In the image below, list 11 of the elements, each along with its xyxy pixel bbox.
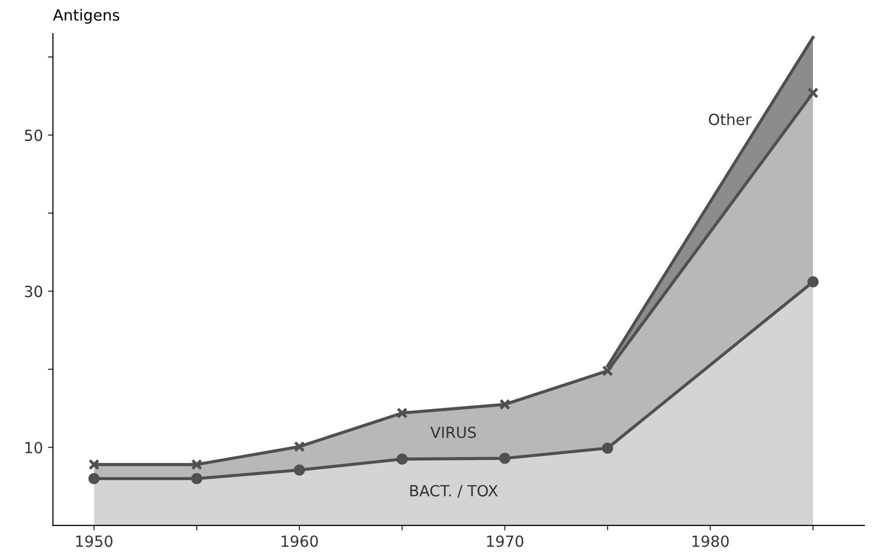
x-tick-label: 1980 [692,535,729,548]
x-tick-label: 1950 [76,535,112,548]
x-tick-label: 1970 [487,535,524,548]
y-tick-label: 50 [24,130,42,142]
x-tick-label: 1960 [282,535,318,548]
series-label: VIRUS [430,426,476,438]
y-tick-label: 30 [24,286,42,298]
y-tick-label: 10 [25,442,42,454]
series-label: BACT. / TOX [410,484,498,498]
series-label: Other [708,113,752,126]
y-axis-title: Antigens [53,8,120,24]
